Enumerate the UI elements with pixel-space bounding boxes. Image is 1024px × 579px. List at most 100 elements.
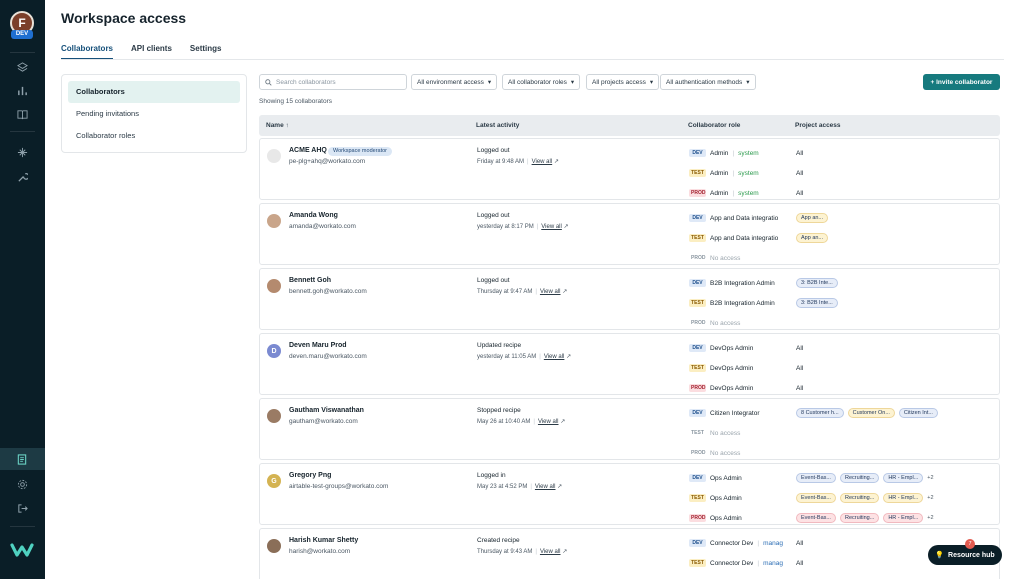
env-tag-prod: PROD [691,320,706,326]
project-access-all: All [796,169,804,177]
role-name: DevOps Admin [710,384,754,392]
role-name: B2B Integration Admin [710,299,775,307]
collaborator-name[interactable]: Deven Maru Prod [289,342,347,349]
separator: | [757,539,760,547]
avatar: G [267,474,281,488]
view-all-link[interactable]: View all [541,224,562,230]
tab-collaborators[interactable]: Collaborators [61,44,114,60]
book-icon[interactable] [13,105,31,123]
search-box [259,74,407,90]
connector-icon[interactable] [13,143,31,161]
table-row[interactable]: Amanda Wong amanda@workato.com Logged out y… [259,203,1000,265]
project-chip[interactable]: App an... [796,233,829,243]
env-tag-prod: PROD [691,450,706,456]
side-item-collaborator-roles[interactable]: Collaborator roles [76,131,136,140]
search-input[interactable] [276,78,396,86]
main-content: Workspace access Collaborators API clien… [45,0,1024,579]
more-projects-count[interactable]: +2 [927,495,934,501]
table-row[interactable]: ACME AHQ Workspace moderator pe-plg+ahq@wo… [259,138,1000,200]
filter-collaborator-roles[interactable]: All collaborator roles ▾ [502,74,581,90]
system-label: system [738,149,759,157]
project-chip[interactable]: HR - Empl... [883,493,924,503]
wrench-icon[interactable] [13,168,31,186]
collaborator-name[interactable]: Bennett Goh [289,277,331,284]
table-row[interactable]: Gautham Viswanathan gautham@workato.com St… [259,398,1000,460]
view-all-link[interactable]: View all [534,484,556,490]
caret-down-icon: ▾ [649,79,654,86]
column-activity: Latest activity [476,122,520,129]
collaborator-name[interactable]: Harish Kumar Shetty [289,537,359,544]
project-access-line: 8 Customer h... Customer On... Citizen Int… [796,407,938,419]
project-chip[interactable]: Recruiting... [839,473,880,483]
collaborator-name[interactable]: Gregory Png [289,472,332,479]
side-item-pending-invitations[interactable]: Pending invitations [76,109,139,118]
role-manage-link[interactable]: manag [763,539,783,547]
collaborator-email: amanda@workato.com [289,223,356,230]
collaborator-name[interactable]: Amanda Wong [289,212,338,219]
avatar [267,409,281,423]
collaborator-email: deven.maru@workato.com [289,353,367,360]
external-link-icon: ↗ [560,419,566,425]
env-role-line: DEV B2B Integration Admin [689,277,775,289]
logout-icon[interactable] [13,499,31,517]
project-chip[interactable]: Event-Bas... [796,513,836,523]
view-all-link[interactable]: View all [543,354,565,360]
project-chip[interactable]: Citizen Int... [898,408,938,418]
table-row[interactable]: D Deven Maru Prod deven.maru@workato.com Up… [259,333,1000,395]
project-chip[interactable]: Customer On... [847,408,895,418]
view-all-link[interactable]: View all [531,159,553,165]
activity-time: Thursday at 9:47 AM [477,289,533,295]
env-tag-dev: DEV [689,149,706,157]
gear-icon[interactable] [13,475,31,493]
invite-collaborator-button[interactable]: + Invite collaborator [923,74,1000,90]
view-all-link[interactable]: View all [539,289,561,295]
project-chip[interactable]: Recruiting... [839,493,880,503]
side-menu: Collaborators Pending invitations Collab… [61,74,247,153]
filter-authentication-methods[interactable]: All authentication methods ▾ [660,74,756,90]
activity-time-line: Friday at 9:48 AM | View all ↗ [477,158,559,165]
tab-api-clients[interactable]: API clients [131,44,172,53]
workspace-access-icon[interactable] [13,450,31,468]
project-chip[interactable]: 8 Customer h... [796,408,844,418]
separator: | [757,559,760,567]
project-chip[interactable]: 3: B2B Inte... [796,278,838,288]
filter-projects-access[interactable]: All projects access ▾ [586,74,660,90]
table-row[interactable]: Harish Kumar Shetty harish@workato.com Cre… [259,528,1000,579]
collaborator-name[interactable]: ACME AHQ [289,147,327,154]
role-name: Connector Dev [710,539,754,547]
collaborator-email: bennett.goh@workato.com [289,288,367,295]
project-chip[interactable]: HR - Empl... [883,473,924,483]
resource-hub-button[interactable]: 💡 Resource hub [928,545,1002,565]
env-role-line: TEST DevOps Admin [689,362,753,374]
env-role-line: PROD Ops Admin [689,512,742,524]
view-all-link[interactable]: View all [537,419,559,425]
project-access-all: All [796,384,804,392]
project-chip[interactable]: Event-Bas... [796,473,836,483]
env-role-line: TEST Admin | system [689,167,759,179]
table-row[interactable]: G Gregory Png airtable-test-groups@workato… [259,463,1000,525]
more-projects-count[interactable]: +2 [927,475,934,481]
env-tag-dev: DEV [689,539,706,547]
column-name[interactable]: Name ↑ [266,115,289,136]
project-chip[interactable]: HR - Empl... [883,513,924,523]
table-row[interactable]: Bennett Goh bennett.goh@workato.com Logged… [259,268,1000,330]
layers-icon[interactable] [13,58,31,76]
role-manage-link[interactable]: manag [763,559,783,567]
project-chip[interactable]: Recruiting... [839,513,880,523]
showing-count: Showing 15 collaborators [259,98,332,105]
env-role-line: PROD No access [689,317,740,329]
view-all-link[interactable]: View all [539,549,561,555]
filter-environment-access[interactable]: All environment access ▾ [411,74,498,90]
env-role-line: DEV Connector Dev | manag [689,537,783,549]
more-projects-count[interactable]: +2 [927,515,934,521]
separator: | [533,419,535,425]
side-item-collaborators[interactable]: Collaborators [68,81,240,103]
project-chip[interactable]: 3: B2B Inte... [796,298,838,308]
tab-settings[interactable]: Settings [189,44,222,53]
project-chip[interactable]: App an... [796,213,829,223]
workato-logo-icon[interactable] [10,542,34,558]
activity-status: Created recipe [477,537,520,544]
project-chip[interactable]: Event-Bas... [796,493,836,503]
bar-chart-icon[interactable] [13,81,31,99]
collaborator-name[interactable]: Gautham Viswanathan [289,407,364,414]
